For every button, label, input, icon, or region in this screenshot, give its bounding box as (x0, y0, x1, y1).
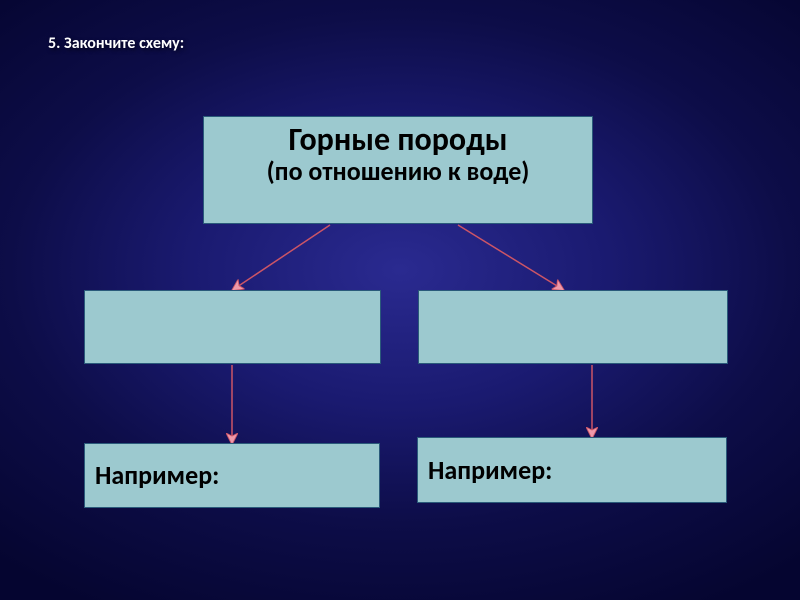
node-child-left (84, 290, 381, 364)
node-child-right (418, 290, 728, 364)
node-root-title: Горные породы (289, 122, 508, 157)
edge-root-left (234, 225, 330, 289)
node-example-right: Например: (417, 437, 727, 503)
node-example-left: Например: (84, 443, 380, 508)
edge-root-right (458, 225, 562, 289)
page-title: 5. Закончите схему: (48, 34, 184, 53)
node-example-right-label: Например: (428, 456, 552, 485)
node-example-left-label: Например: (95, 461, 219, 490)
node-root-subtitle: (по отношению к воде) (267, 157, 530, 186)
node-root: Горные породы (по отношению к воде) (203, 116, 593, 224)
